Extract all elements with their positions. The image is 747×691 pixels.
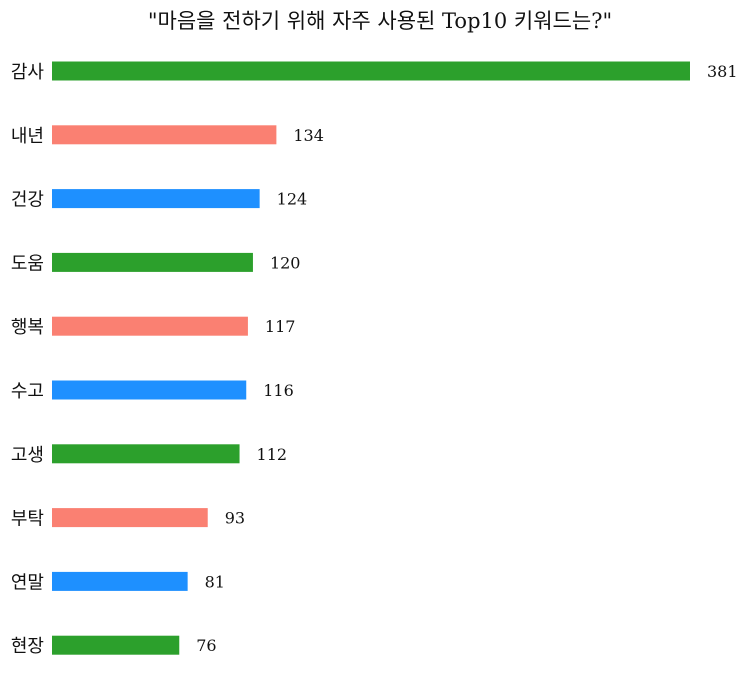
- bar-5: [52, 317, 248, 336]
- value-label-10: 76: [196, 636, 216, 655]
- value-labels-group: 381 134 124 120 117 116 112 93 81 76: [196, 62, 737, 655]
- bar-7: [52, 444, 240, 463]
- value-label-1: 381: [707, 62, 738, 81]
- bar-3: [52, 189, 260, 208]
- category-label-5: 행복: [11, 317, 44, 338]
- bar-10: [52, 636, 179, 655]
- value-label-5: 117: [265, 317, 296, 336]
- value-label-8: 93: [225, 509, 245, 528]
- value-label-4: 120: [270, 253, 301, 272]
- bar-8: [52, 508, 208, 527]
- value-label-3: 124: [277, 190, 308, 209]
- category-label-10: 현장: [11, 636, 44, 657]
- value-label-2: 134: [293, 126, 324, 145]
- bar-4: [52, 253, 253, 272]
- category-label-8: 부탁: [11, 509, 44, 530]
- chart-title: "마음을 전하기 위해 자주 사용된 Top10 키워드는?": [148, 9, 612, 33]
- bar-9: [52, 572, 188, 591]
- category-label-2: 내년: [11, 126, 44, 147]
- value-label-6: 116: [263, 381, 294, 400]
- bar-2: [52, 125, 276, 144]
- value-label-7: 112: [257, 445, 288, 464]
- bar-1: [52, 62, 690, 81]
- bar-6: [52, 381, 246, 400]
- category-label-3: 건강: [11, 190, 44, 211]
- category-label-9: 연말: [11, 572, 44, 593]
- value-label-9: 81: [205, 572, 225, 591]
- bars-group: [52, 62, 690, 655]
- category-label-6: 수고: [11, 381, 44, 402]
- category-label-4: 도움: [11, 253, 44, 274]
- category-label-1: 감사: [11, 62, 45, 83]
- category-label-7: 고생: [11, 445, 44, 466]
